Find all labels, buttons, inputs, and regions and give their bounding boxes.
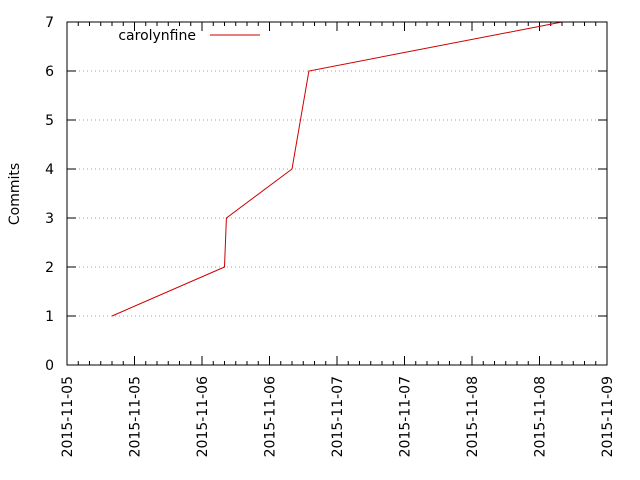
x-tick-label: 2015-11-08 <box>465 376 481 457</box>
x-tick-label: 2015-11-05 <box>128 376 144 457</box>
x-tick-labels: 2015-11-05 2015-11-05 2015-11-06 2015-11-06… <box>60 376 616 457</box>
y-tick-label: 0 <box>45 358 54 374</box>
y-tick-label: 4 <box>45 162 54 178</box>
axis-ticks <box>66 21 608 366</box>
y-tick-label: 3 <box>45 211 54 227</box>
x-tick-label: 2015-11-06 <box>195 376 211 457</box>
x-tick-label: 2015-11-07 <box>398 376 414 457</box>
y-tick-label: 1 <box>45 309 54 325</box>
x-tick-label: 2015-11-07 <box>330 376 346 457</box>
legend: carolynfine <box>118 28 260 44</box>
series-line-carolynfine <box>111 21 563 317</box>
y-axis-label: Commits <box>7 163 23 225</box>
grid-lines <box>67 70 607 317</box>
y-tick-label: 7 <box>45 15 54 31</box>
x-tick-label: 2015-11-09 <box>600 376 616 457</box>
x-tick-label: 2015-11-06 <box>263 376 279 457</box>
y-tick-labels: 0 1 2 3 4 5 6 7 <box>45 15 54 374</box>
y-tick-label: 5 <box>45 113 54 129</box>
x-tick-label: 2015-11-05 <box>60 376 76 457</box>
plot-frame <box>66 21 608 366</box>
x-tick-label: 2015-11-08 <box>533 376 549 457</box>
legend-label: carolynfine <box>118 28 196 44</box>
y-tick-label: 6 <box>45 64 54 80</box>
y-tick-label: 2 <box>45 260 54 276</box>
